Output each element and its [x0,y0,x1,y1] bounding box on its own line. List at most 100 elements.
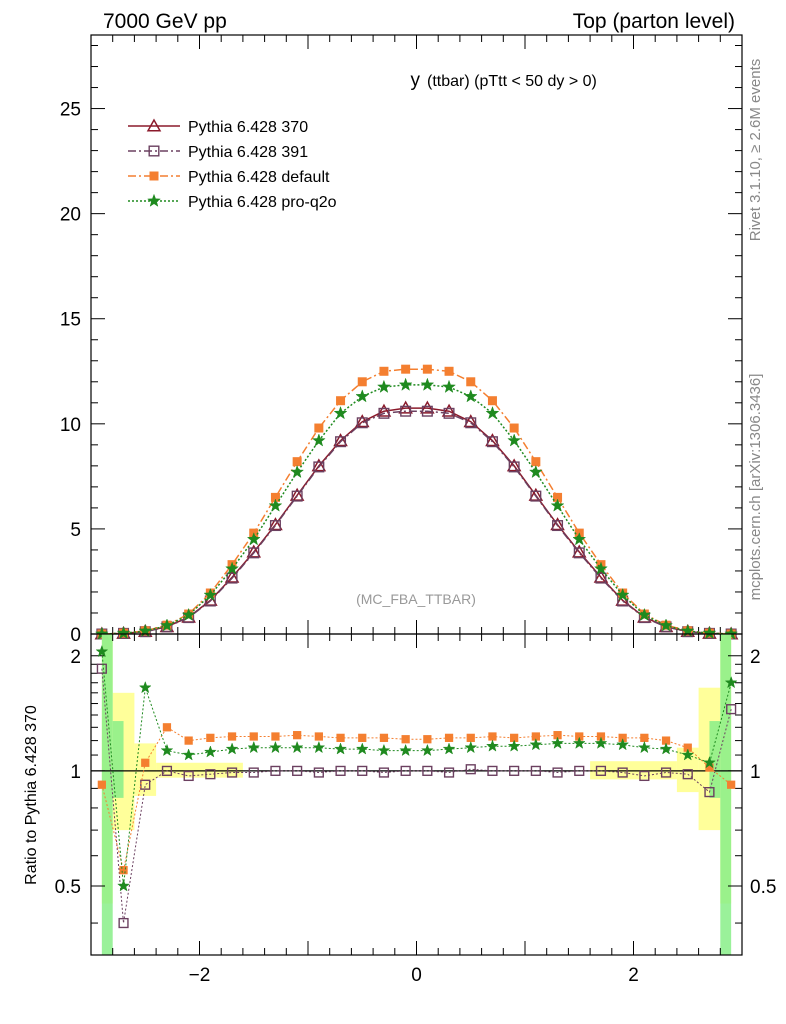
ratio-series-0 [96,663,737,929]
data-point [246,532,261,546]
uncertainty-band [101,634,113,955]
ratio-data-point [268,740,282,754]
ratio-ylabel: Ratio to Pythia 6.428 370 [23,705,40,885]
ratio-data-point [705,763,714,772]
y-tick-label: 25 [60,100,81,121]
ratio-data-point [314,732,323,741]
ratio-data-point [465,764,476,775]
data-point [398,400,413,414]
legend-label: Pythia 6.428 default [188,169,330,186]
data-point [506,458,522,472]
data-point [400,405,412,417]
data-point [702,625,717,640]
ratio-data-point [683,743,692,752]
ratio-series-line-1 [101,726,732,871]
legend-marker [146,193,162,207]
data-point [289,487,305,501]
legend-label: Pythia 6.428 370 [188,119,308,136]
data-point [571,544,587,558]
ratio-data-point [639,770,650,782]
ratio-data-point [290,740,304,754]
ratio-data-point [248,767,259,778]
ratio-data-point [464,740,478,754]
data-point [659,618,674,632]
data-point [420,377,435,391]
ratio-data-point [118,917,129,929]
legend-marker [146,118,162,132]
ratio-data-point [160,743,174,757]
data-point [224,569,240,583]
y-tick-label: 20 [60,205,81,226]
data-point [159,618,174,632]
data-point [357,377,367,387]
data-point [270,492,280,502]
ratio-data-point [595,765,607,776]
ratio-data-point [681,748,695,761]
data-point [333,405,348,420]
ratio-data-point [182,748,196,761]
ratio-data-point [509,765,520,776]
ratio-data-point [400,765,411,776]
mcplots-label: mcplots.cern.ch [arXiv:1306.3436] [747,374,764,601]
data-point [336,396,346,406]
legend-entry-2: Pythia 6.428 default [128,169,330,186]
ratio-data-point [594,736,608,749]
ratio-data-point [617,767,628,778]
ratio-data-point [379,733,389,742]
data-point [465,417,477,429]
data-point [420,400,435,414]
data-point [441,403,457,417]
ratio-data-point [529,738,543,751]
ratio-data-point [444,733,454,742]
data-point [246,544,262,558]
ratio-data-point [357,765,368,776]
data-point [311,458,327,472]
data-point [356,417,368,429]
ratio-data-point [616,738,630,751]
ratio-series-2 [95,644,738,892]
data-point [376,379,391,394]
data-point [422,364,432,374]
y-tick-label: 10 [60,415,81,436]
data-point [593,561,608,575]
ratio-data-point [530,765,541,776]
ratio-data-point [443,767,455,778]
legend-label: Pythia 6.428 pro-q2o [188,194,337,211]
legend-marker [149,171,159,181]
ratio-data-point [226,767,238,778]
ratio-data-point [466,733,475,742]
uncertainty-band [112,721,124,798]
data-point [593,569,609,583]
ratio-series-line-2 [101,651,732,887]
ratio-data-point [97,780,106,789]
data-point [485,405,500,420]
ratio-data-point [702,755,716,769]
ratio-data-point [138,680,152,694]
ratio-data-point [510,733,519,742]
ratio-data-point [637,740,651,754]
ratio-data-point [203,745,217,758]
data-point [401,364,411,374]
data-point [290,464,305,479]
data-point [528,487,544,501]
data-point [508,461,520,473]
plot-title-suffix: (ttbar) (pTtt < 50 dy > 0) [427,73,597,90]
ratio-y-tick-label-left: 0.5 [55,877,81,898]
ratio-data-point [618,733,627,742]
data-point [398,377,413,391]
ratio-data-point [358,733,367,742]
ratio-data-point [420,743,434,757]
data-point [292,457,302,467]
data-point [550,517,565,531]
series-3 [94,377,739,640]
data-point [225,561,240,575]
ratio-data-point [659,742,673,755]
data-point [443,407,455,419]
data-point [486,436,498,448]
ratio-data-point [247,740,261,754]
data-point [509,423,519,433]
ratio-data-point [184,736,193,745]
ratio-y-tick-label-left: 1 [70,762,81,783]
ratio-data-point [726,704,737,715]
ratio-data-point [271,732,280,741]
